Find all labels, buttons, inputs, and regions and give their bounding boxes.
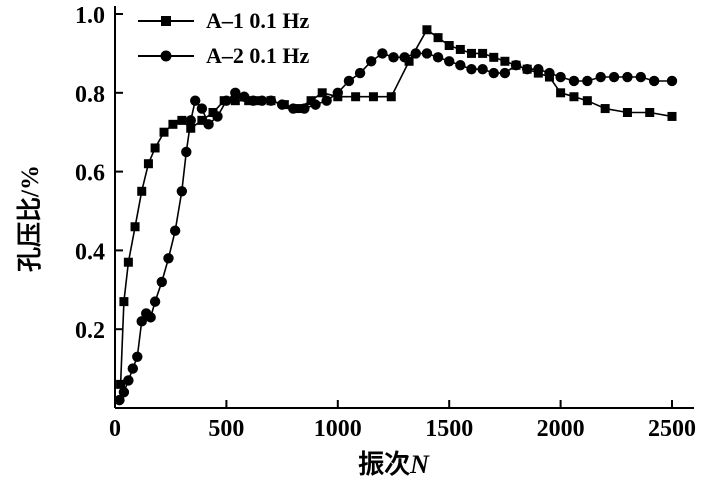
svg-text:0.8: 0.8 bbox=[75, 82, 105, 108]
x-axis-label-text: 振次 bbox=[358, 450, 411, 479]
svg-text:1.0: 1.0 bbox=[75, 3, 105, 29]
svg-text:0.4: 0.4 bbox=[75, 239, 105, 265]
svg-text:500: 500 bbox=[208, 416, 244, 442]
y-axis-label: 孔压比/% bbox=[10, 165, 46, 272]
svg-text:2000: 2000 bbox=[537, 416, 585, 442]
circle-marker-icon bbox=[138, 50, 194, 62]
svg-text:1500: 1500 bbox=[425, 416, 473, 442]
svg-text:2500: 2500 bbox=[648, 416, 696, 442]
legend-label-a2: A–2 0.1 Hz bbox=[206, 43, 310, 68]
legend: A–1 0.1 Hz A–2 0.1 Hz bbox=[138, 8, 309, 69]
svg-text:0.2: 0.2 bbox=[75, 318, 105, 344]
legend-label-a1: A–1 0.1 Hz bbox=[206, 8, 310, 33]
legend-item-a2: A–2 0.1 Hz bbox=[138, 43, 309, 69]
svg-text:1000: 1000 bbox=[314, 416, 362, 442]
square-marker-icon bbox=[138, 16, 194, 26]
y-axis-label-text: 孔压比/% bbox=[17, 165, 44, 272]
svg-text:0.6: 0.6 bbox=[75, 161, 105, 187]
svg-text:0: 0 bbox=[109, 416, 121, 442]
x-axis-variable: N bbox=[410, 450, 429, 479]
legend-item-a1: A–1 0.1 Hz bbox=[138, 8, 309, 34]
x-axis-label: 振次N bbox=[115, 444, 672, 481]
